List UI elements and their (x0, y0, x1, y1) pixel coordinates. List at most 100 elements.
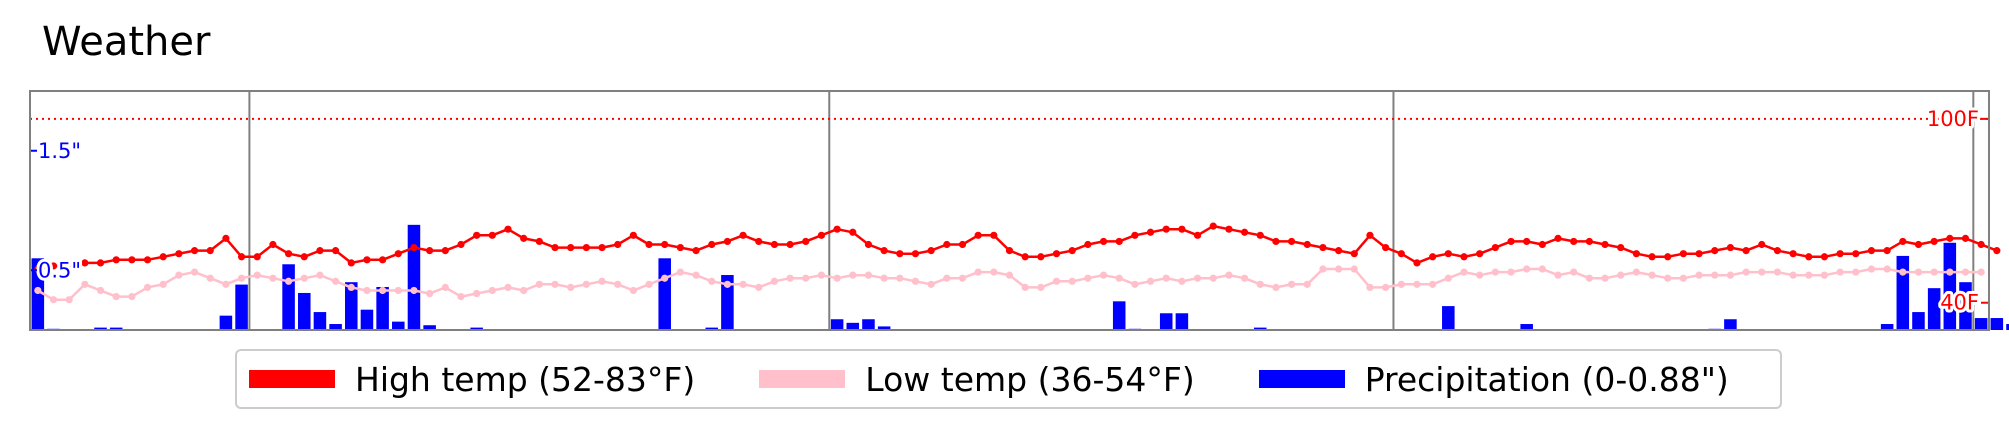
temp-label-40: 40F (1940, 291, 1979, 315)
high-temp-point (1476, 250, 1484, 258)
precip-bar (2006, 324, 2009, 330)
high-temp-point (1836, 250, 1844, 258)
high-temp-point (1977, 240, 1985, 249)
high-temp-point (1679, 250, 1687, 258)
high-temp-point (379, 256, 387, 264)
high-temp-point (817, 231, 826, 239)
high-temp-point (629, 231, 637, 239)
high-temp-point (1773, 247, 1782, 255)
high-temp-point (582, 243, 590, 252)
high-temp-point (488, 231, 496, 239)
high-temp-point (770, 240, 779, 249)
high-temp-point (1099, 237, 1108, 246)
low-temp-point (473, 289, 481, 298)
high-temp-point (1178, 225, 1186, 233)
low-temp-series (34, 265, 1985, 304)
low-temp-point (1585, 274, 1593, 282)
low-temp-point (441, 283, 449, 292)
temp-label-40-halo: 40F (1940, 291, 1979, 315)
low-temp-point (1084, 274, 1092, 282)
high-temp-point (1820, 253, 1829, 261)
low-temp-point (1131, 280, 1139, 288)
legend-label-low: Low temp (36-54°F) (865, 359, 1195, 399)
low-temp-point (394, 286, 402, 295)
low-temp-point (1193, 274, 1202, 282)
low-temp-point (645, 280, 653, 288)
high-temp-point (473, 231, 481, 239)
low-temp-point (96, 286, 105, 295)
low-temp-point (614, 280, 622, 288)
low-temp-point (175, 271, 183, 279)
precip-bar (1927, 288, 1941, 330)
low-temp-point (206, 274, 214, 282)
high-temp-point (1883, 247, 1891, 255)
high-temp-point (1162, 225, 1170, 233)
high-temp-point (1209, 222, 1217, 230)
high-temp-point (1366, 231, 1374, 239)
high-temp-point (504, 225, 512, 233)
high-temp-point (1021, 253, 1029, 261)
low-temp-point (363, 286, 371, 295)
precip-bar (329, 324, 342, 330)
plot-frame (29, 90, 1990, 331)
high-temp-point (1805, 253, 1813, 261)
high-temp-point (394, 250, 402, 258)
low-temp-point (1382, 283, 1390, 292)
precip-bar (235, 284, 248, 330)
low-temp-point (551, 280, 559, 288)
precip-bar (1442, 306, 1455, 330)
low-temp-point (332, 277, 340, 285)
low-temp-point (1162, 274, 1170, 282)
low-temp-point (896, 274, 904, 282)
precip-bar (1959, 282, 1972, 330)
low-temp-point (1538, 265, 1546, 273)
precip-bar (392, 321, 405, 330)
precip-bar (313, 312, 327, 330)
precip-bar (423, 325, 436, 330)
precip-bar (862, 319, 875, 330)
low-temp-point (1773, 268, 1782, 276)
high-temp-point (441, 247, 449, 255)
low-temp-point (1820, 271, 1829, 279)
high-temp-point (316, 247, 324, 255)
low-temp-point (864, 271, 873, 279)
precip-label-1_5-halo: 1.5" (38, 139, 81, 163)
precip-bar (1896, 255, 1910, 330)
precip-bar (219, 315, 233, 330)
low-temp-point (1178, 277, 1186, 285)
precip-bar (1724, 319, 1737, 330)
low-temp-point (1726, 271, 1735, 279)
low-temp-point (1961, 268, 1970, 276)
low-temp-point (488, 286, 496, 295)
low-temp-point (1225, 271, 1233, 279)
high-temp-point (896, 250, 904, 258)
high-temp-point (755, 237, 763, 246)
legend-label-high: High temp (52-83°F) (355, 359, 696, 399)
high-temp-point (958, 240, 967, 249)
high-temp-point (1899, 237, 1907, 246)
legend-item-precip: Precipitation (0-0.88") (1253, 360, 1729, 399)
low-temp-point (1632, 268, 1640, 276)
high-temp-point (1052, 250, 1061, 258)
high-temp-point (1397, 250, 1405, 258)
low-temp-point (1648, 271, 1656, 279)
low-temp-point (300, 274, 308, 282)
low-temp-point (1209, 274, 1217, 282)
low-temp-point (347, 283, 355, 292)
low-temp-point (535, 280, 543, 288)
low-temp-point (1899, 268, 1907, 276)
high-temp-point (1068, 247, 1076, 255)
high-temp-point (1632, 250, 1640, 258)
legend-item-low: Low temp (36-54°F) (753, 359, 1195, 399)
low-temp-point (1930, 268, 1938, 276)
low-temp-point (1617, 271, 1625, 279)
low-temp-point (1429, 280, 1437, 288)
low-temp-point (1491, 268, 1499, 276)
high-temp-point (1084, 240, 1092, 249)
low-temp-point (786, 274, 794, 282)
low-temp-point (927, 280, 935, 288)
high-temp-point (786, 240, 794, 249)
high-temp-point (1601, 240, 1609, 249)
high-temp-point (1287, 237, 1296, 246)
precip-bar (360, 309, 374, 330)
